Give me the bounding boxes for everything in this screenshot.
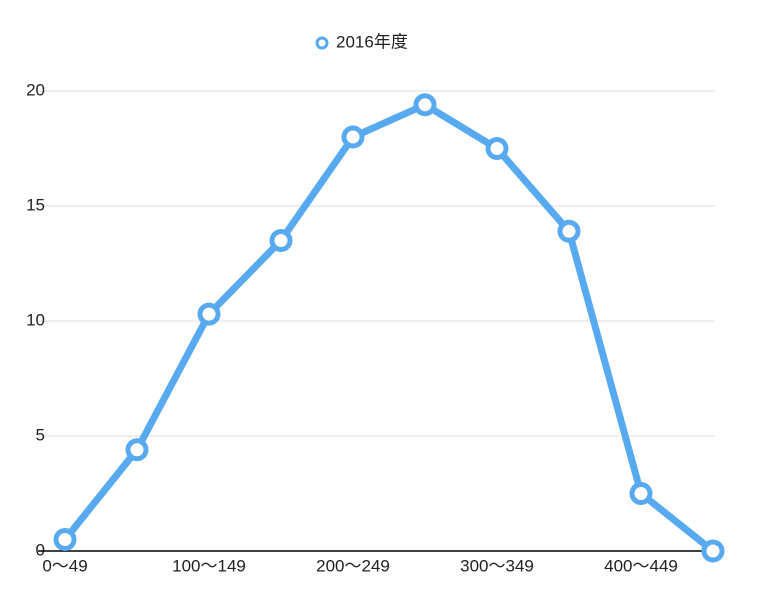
legend-marker bbox=[315, 36, 329, 50]
point bbox=[413, 93, 437, 117]
point bbox=[269, 229, 293, 252]
x-tick-label: 0〜49 bbox=[42, 556, 87, 575]
point bbox=[701, 539, 725, 563]
line bbox=[62, 101, 716, 554]
x-tick-label: 300〜349 bbox=[460, 556, 534, 575]
y-tick-label: 20 bbox=[26, 80, 45, 99]
point bbox=[629, 482, 653, 505]
y-tick-label: 5 bbox=[36, 425, 45, 444]
legend-label: 2016年度 bbox=[336, 32, 408, 51]
x-tick-label: 100〜149 bbox=[172, 556, 246, 575]
point bbox=[197, 302, 221, 326]
point bbox=[125, 438, 149, 462]
y-tick-label: 10 bbox=[26, 310, 45, 329]
x-tick-label: 400〜449 bbox=[604, 556, 678, 575]
y-tick-label: 15 bbox=[26, 195, 45, 214]
y-tick-label: 0 bbox=[36, 540, 45, 559]
point bbox=[485, 137, 509, 160]
point bbox=[53, 528, 77, 551]
point bbox=[341, 125, 365, 149]
point bbox=[557, 219, 581, 243]
x-tick-label: 200〜249 bbox=[316, 556, 390, 575]
